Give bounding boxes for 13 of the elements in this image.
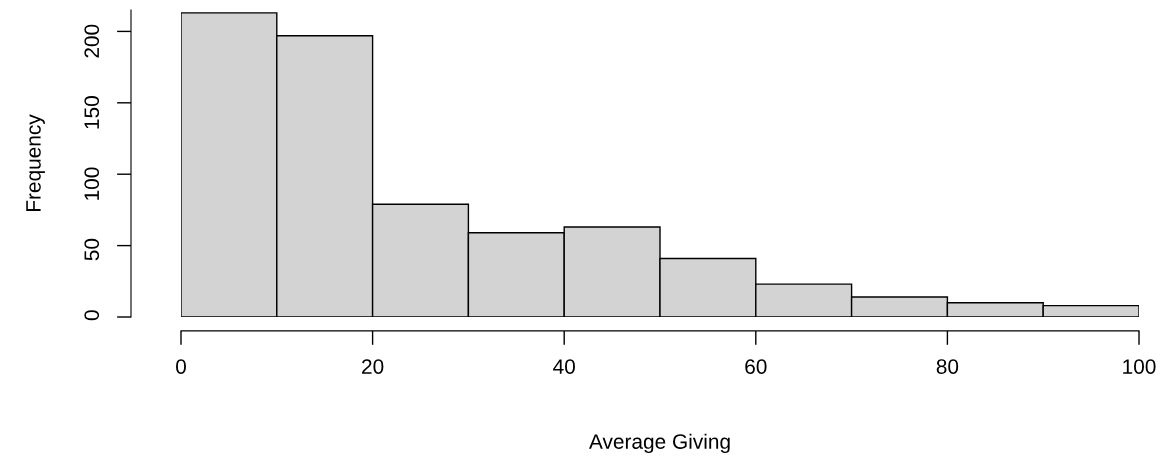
x-tick-label: 80 <box>936 359 959 374</box>
y-tick-label: 150 <box>84 96 100 129</box>
y-tick-label: 200 <box>84 24 100 58</box>
x-tick-label: 100 <box>1123 359 1156 374</box>
x-tick-label: 40 <box>553 359 575 374</box>
x-tick-label: 60 <box>745 359 767 374</box>
x-tick-label: 0 <box>176 359 186 374</box>
y-tick-label: 0 <box>84 310 100 321</box>
y-axis-title: Frequency <box>26 114 45 211</box>
y-tick-label: 50 <box>84 238 100 261</box>
y-tick-label: 100 <box>84 167 100 200</box>
x-axis-title: Average Giving <box>589 433 730 454</box>
x-tick-label: 20 <box>362 359 384 374</box>
